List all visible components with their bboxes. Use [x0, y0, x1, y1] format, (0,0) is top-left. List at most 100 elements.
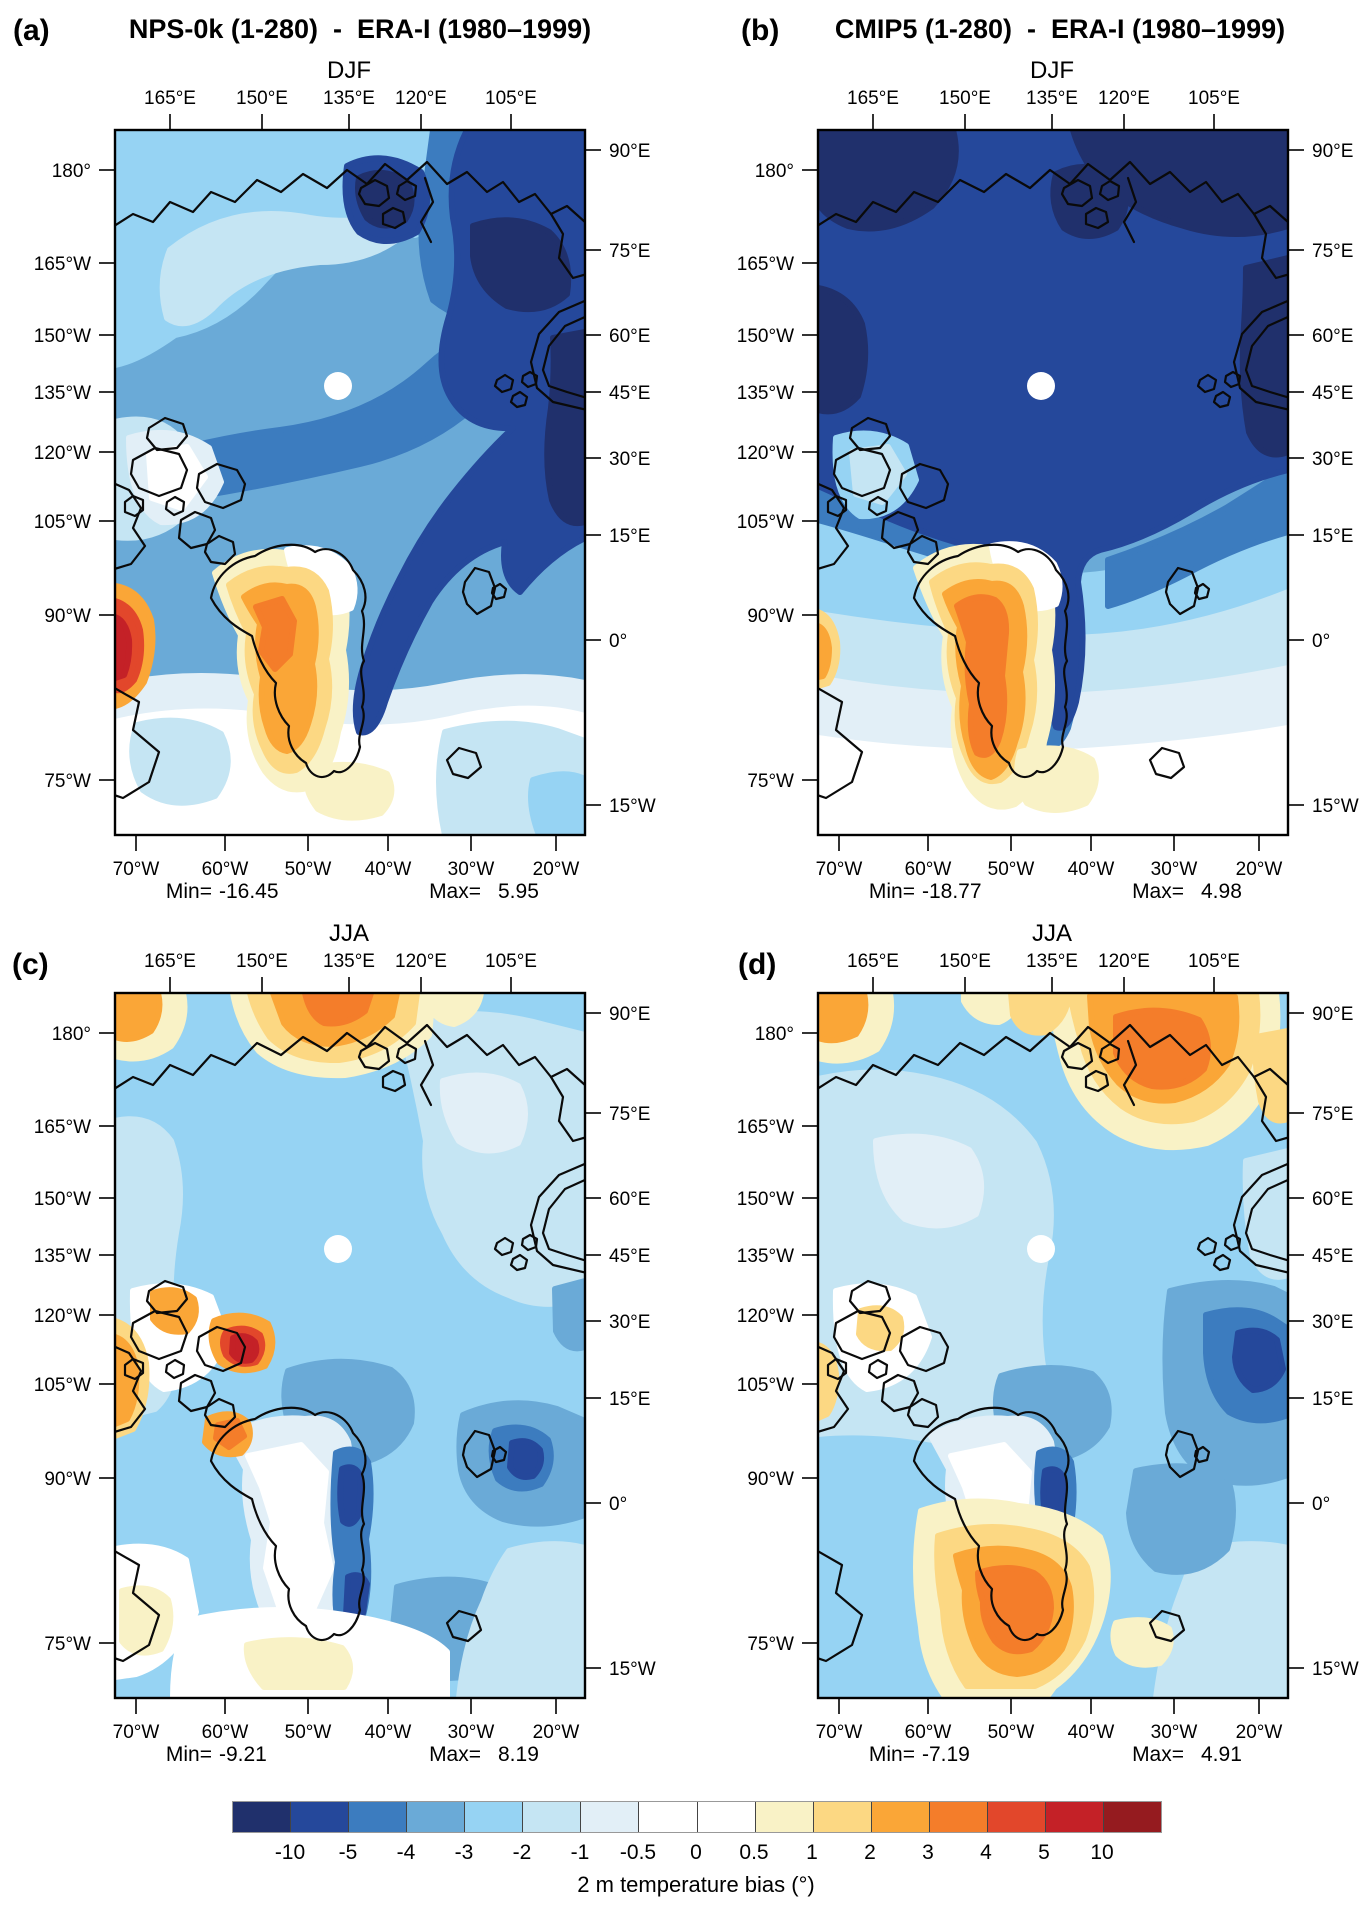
season-label: JJA	[1032, 920, 1072, 947]
axis-label-bottom: 70°W	[113, 859, 160, 880]
axis-label-left: 135°W	[34, 383, 91, 404]
axis-label-bottom: 20°W	[1236, 1722, 1283, 1743]
coastline	[848, 1279, 892, 1315]
axis-label-left: 165°W	[737, 1117, 794, 1138]
min-label: Min=	[869, 880, 915, 903]
colorbar-cell	[523, 1802, 582, 1832]
axis-label-left: 90°W	[747, 1469, 794, 1490]
axis-label-bottom: 40°W	[1068, 1722, 1115, 1743]
colorbar-tick-label: -0.5	[619, 1841, 657, 1864]
min-label: Min=	[166, 1743, 212, 1766]
axis-label-bottom: 50°W	[988, 859, 1035, 880]
colorbar-tick-label: 2	[864, 1841, 876, 1864]
contour-region	[146, 444, 208, 511]
panel-b-title: CMIP5 (1-280) - ERA-I (1980–1999)	[834, 14, 1286, 44]
coastline	[445, 1609, 483, 1643]
coastline	[209, 543, 367, 779]
contour-region	[954, 594, 1010, 758]
contour-region	[420, 993, 484, 1027]
coastline	[1164, 1429, 1200, 1479]
coastline	[419, 1039, 435, 1107]
coastline	[203, 534, 237, 566]
colorbar-cell	[697, 1802, 756, 1832]
coastline	[145, 416, 189, 452]
axis-label-left: 135°W	[34, 1246, 91, 1267]
coastline	[1244, 1178, 1288, 1262]
coastline	[1060, 178, 1094, 208]
coastline	[549, 212, 585, 280]
coastline	[115, 1550, 161, 1663]
coastlines	[818, 1023, 1288, 1663]
axis-label-right: 15°W	[609, 1659, 656, 1680]
coastline	[145, 1279, 189, 1315]
axis-label-top: 135°E	[1026, 88, 1078, 109]
contour-region	[818, 130, 959, 232]
axis-label-left: 165°W	[34, 254, 91, 275]
coastline	[818, 687, 864, 800]
axis-label-right: 30°E	[1312, 1312, 1353, 1333]
coastline	[1252, 212, 1288, 280]
north-pole-marker	[1027, 372, 1055, 400]
coastline	[549, 1075, 585, 1143]
axis-label-left: 150°W	[34, 1189, 91, 1210]
colorbar-tick-label: 0.5	[739, 1841, 769, 1864]
contour-region	[337, 1464, 364, 1527]
contour-region	[873, 1133, 985, 1229]
coastline	[1193, 1445, 1211, 1464]
coastline	[818, 1550, 864, 1663]
coastline	[357, 178, 391, 208]
colorbar-tick-label: -2	[512, 1841, 532, 1864]
colorbar-tick-label: -10	[274, 1841, 306, 1864]
contour-region	[818, 130, 1288, 731]
axis-label-right: 15°W	[609, 796, 656, 817]
colorbar-caption: 2 m temperature bias (°)	[577, 1872, 815, 1897]
coastline	[1223, 1233, 1242, 1252]
axis-label-left: 105°W	[737, 1375, 794, 1396]
contour-region	[1014, 745, 1099, 813]
contour-region	[115, 993, 163, 1042]
coastline	[880, 1373, 920, 1413]
coastline	[461, 1429, 497, 1479]
min-label: Min=	[869, 1743, 915, 1766]
colorbar-cell	[465, 1802, 524, 1832]
coastline	[419, 176, 435, 244]
axis-label-bottom: 20°W	[533, 859, 580, 880]
axis-label-right: 90°E	[609, 141, 650, 162]
colorbar-tick-label: -5	[338, 1841, 358, 1864]
axis-label-right: 15°E	[609, 1389, 650, 1410]
contour-field	[818, 130, 1288, 835]
contour-region	[1008, 993, 1072, 1036]
panel-b-letter: (b)	[741, 14, 780, 47]
max-value: 4.91	[1201, 1743, 1242, 1766]
contour-field	[115, 993, 585, 1698]
panel-d-letter: (d)	[738, 948, 777, 981]
colorbar	[232, 1801, 1162, 1833]
coastline	[1212, 390, 1232, 409]
axis-label-top: 120°E	[395, 951, 447, 972]
colorbar-cell	[1103, 1802, 1161, 1832]
axis-label-right: 0°	[609, 1494, 627, 1515]
axis-label-bottom: 60°W	[905, 859, 952, 880]
coastline	[1060, 1041, 1094, 1071]
axis-label-left: 150°W	[737, 326, 794, 347]
coastline	[490, 1445, 508, 1464]
coastline	[195, 462, 247, 510]
contour-region	[552, 1278, 585, 1352]
axis-label-top: 105°E	[1188, 88, 1240, 109]
coastline	[1196, 1236, 1218, 1257]
map-svg-c: JJA 165°E 150°E 135°E 120°E 105°E 70°W 60°W 50°W…	[34, 920, 656, 1766]
coastline	[1244, 315, 1288, 399]
coastline	[177, 510, 217, 550]
axis-label-left: 150°W	[737, 1189, 794, 1210]
axis-label-right: 60°E	[1312, 326, 1353, 347]
min-label: Min=	[166, 880, 212, 903]
axis-label-left: 105°W	[34, 512, 91, 533]
panel-c-letter: (c)	[12, 948, 49, 981]
contour-region	[818, 285, 869, 415]
coastline	[520, 1233, 539, 1252]
coastline	[115, 482, 147, 570]
coastline	[867, 1358, 889, 1380]
contour-region	[243, 1637, 353, 1690]
max-label: Max=	[1132, 1743, 1184, 1766]
coastline	[848, 416, 892, 452]
